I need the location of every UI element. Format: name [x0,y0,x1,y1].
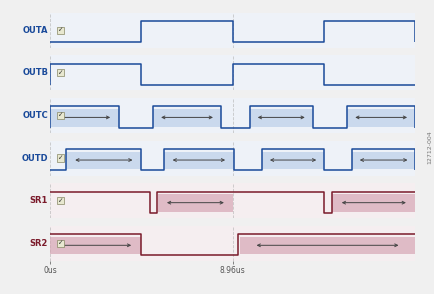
Text: SR1: SR1 [30,196,48,205]
Bar [346,109,414,126]
Bar [50,237,141,254]
Bar [164,152,233,169]
Bar [158,194,232,212]
Text: ✓: ✓ [57,27,63,33]
Text: ✓: ✓ [57,198,63,204]
Bar [351,152,414,169]
Bar [66,152,141,169]
Text: OUTA: OUTA [23,26,48,35]
Bar [261,152,323,169]
Bar [239,237,414,254]
Text: ✓: ✓ [57,240,63,246]
Text: ✓: ✓ [57,112,63,118]
Text: ✓: ✓ [57,155,63,161]
Bar [50,109,118,126]
Text: OUTB: OUTB [22,68,48,77]
Text: SR2: SR2 [30,239,48,248]
Text: OUTD: OUTD [22,153,48,163]
Bar [332,194,414,212]
Bar [152,109,221,126]
Text: ✓: ✓ [57,70,63,76]
Text: OUTC: OUTC [23,111,48,120]
Text: 12712-004: 12712-004 [426,130,431,164]
Bar [249,109,312,126]
